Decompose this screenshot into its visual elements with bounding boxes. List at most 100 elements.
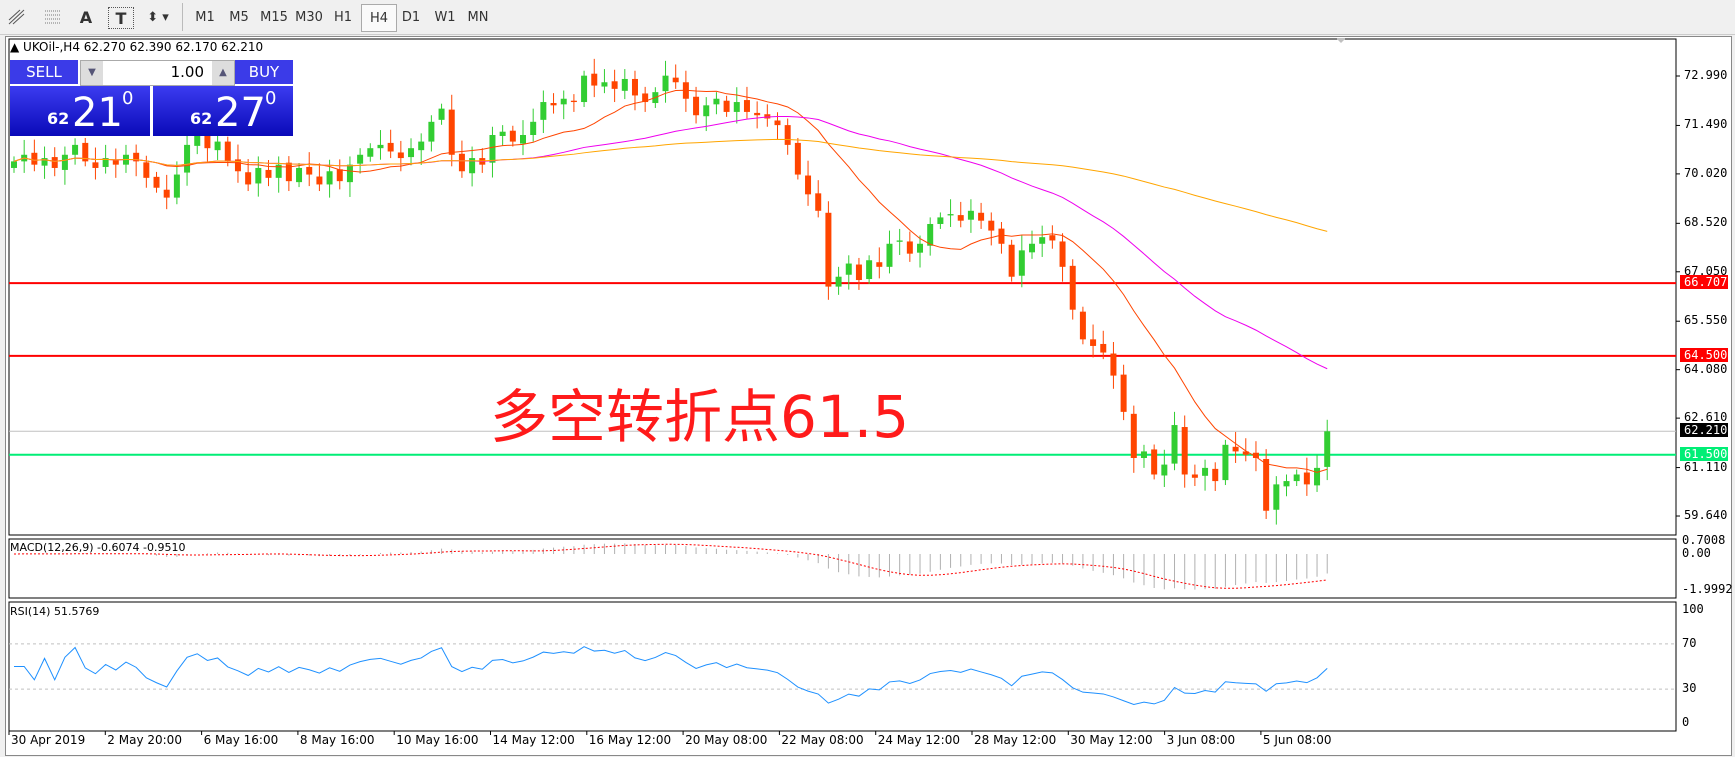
candle-body xyxy=(581,75,588,103)
rsi-tick-label: 30 xyxy=(1682,681,1697,696)
fibonacci-grid-icon[interactable] xyxy=(40,4,66,30)
buy-price-button[interactable]: 62 27 0 xyxy=(153,86,293,136)
candle-body xyxy=(591,73,598,86)
candle-body xyxy=(1130,413,1137,459)
chart-window[interactable] xyxy=(5,36,1732,756)
candle-body xyxy=(1252,452,1259,459)
text-icon[interactable]: A xyxy=(79,7,93,27)
candle-body xyxy=(489,134,496,163)
price-tick-label: 67.050 xyxy=(1684,263,1728,278)
date-label: 30 Apr 2019 xyxy=(11,733,86,747)
date-label: 30 May 12:00 xyxy=(1070,733,1153,747)
arrows-dropdown-icon[interactable]: ⬍ ▾ xyxy=(147,9,169,25)
candle-body xyxy=(448,109,455,155)
candle-body xyxy=(601,82,608,87)
price-tick-label: 59.640 xyxy=(1684,508,1728,523)
candle-body xyxy=(326,171,333,185)
candle-body xyxy=(967,210,974,220)
timeframe-m5[interactable]: M5 xyxy=(229,9,249,25)
candle-body xyxy=(1181,427,1188,475)
ma-mid-line xyxy=(13,115,1328,370)
candle-body xyxy=(1100,343,1107,353)
candle-body xyxy=(102,158,109,167)
timeframe-h1[interactable]: H1 xyxy=(333,9,353,25)
price-tick-label: 72.990 xyxy=(1684,68,1728,82)
timeframe-m30[interactable]: M30 xyxy=(295,9,323,25)
candle-body xyxy=(41,158,48,166)
candle-body xyxy=(1008,244,1015,277)
candle-body xyxy=(520,134,526,144)
candle-body xyxy=(245,172,252,185)
timeframe-m15[interactable]: M15 xyxy=(260,9,288,25)
candle-body xyxy=(133,152,140,162)
timeframe-m1[interactable]: M1 xyxy=(195,9,215,25)
candle-body xyxy=(1283,481,1290,487)
candle-body xyxy=(1273,484,1280,510)
rsi-frame xyxy=(8,601,1677,732)
candle-body xyxy=(621,78,628,91)
candle-body xyxy=(825,212,832,287)
candle-body xyxy=(957,215,964,221)
candle-body xyxy=(316,176,323,185)
candle-body xyxy=(855,264,862,281)
candle-body xyxy=(845,263,852,275)
date-label: 24 May 12:00 xyxy=(877,733,960,747)
ma-slow-line xyxy=(13,138,1328,232)
candle-body xyxy=(112,160,119,165)
candle-body xyxy=(367,148,374,157)
ma-fast-line xyxy=(13,89,1328,473)
candle-body xyxy=(346,164,353,183)
sell-button[interactable]: SELL xyxy=(10,60,78,84)
candle-body xyxy=(82,142,89,162)
date-label: 6 May 16:00 xyxy=(203,733,279,747)
macd-tick-label: 0.00 xyxy=(1682,546,1711,560)
candle-body xyxy=(733,102,740,112)
timeframe-w1[interactable]: W1 xyxy=(434,9,456,25)
candle-body xyxy=(1039,237,1046,244)
fibonacci-fan-icon[interactable] xyxy=(4,4,30,30)
candle-body xyxy=(570,100,577,103)
candle-body xyxy=(1232,446,1239,452)
lot-size-input[interactable]: ▼ 1.00 ▲ xyxy=(80,60,235,86)
candle-body xyxy=(611,81,618,89)
candle-body xyxy=(1242,451,1249,455)
lot-value[interactable]: 1.00 xyxy=(170,63,204,81)
candle-body xyxy=(896,240,903,242)
price-tick-label: 61.110 xyxy=(1684,459,1728,474)
candle-body xyxy=(184,144,191,173)
candle-body xyxy=(723,100,730,112)
candle-body xyxy=(509,130,516,142)
candle-body xyxy=(754,112,761,116)
candle-body xyxy=(876,262,883,267)
candle-body xyxy=(173,174,180,198)
candle-body xyxy=(866,260,873,280)
candle-body xyxy=(408,148,415,158)
one-click-trading-panel: SELL ▼ 1.00 ▲ BUY 62 21 0 62 27 0 xyxy=(10,60,293,136)
price-tick-label: 64.080 xyxy=(1684,361,1728,376)
timeframe-d1[interactable]: D1 xyxy=(401,9,421,25)
candle-body xyxy=(560,98,567,105)
candle-body xyxy=(703,105,710,117)
lot-decrease-button[interactable]: ▼ xyxy=(81,61,103,85)
candle-body xyxy=(194,134,201,146)
text-label-icon[interactable]: T xyxy=(108,7,134,29)
candle-body xyxy=(1079,311,1086,340)
candle-body xyxy=(1293,474,1300,482)
sell-price-button[interactable]: 62 21 0 xyxy=(10,86,150,136)
candle-body xyxy=(693,96,700,116)
timeframe-h4[interactable]: H4 xyxy=(361,4,397,32)
candle-body xyxy=(530,121,537,135)
candle-body xyxy=(1049,235,1056,241)
buy-price-fraction: 0 xyxy=(265,88,277,109)
candle-body xyxy=(265,169,272,178)
timeframe-mn[interactable]: MN xyxy=(467,9,489,25)
lot-increase-button[interactable]: ▲ xyxy=(212,61,234,85)
candle-body xyxy=(662,75,669,92)
buy-button[interactable]: BUY xyxy=(235,60,293,84)
candle-body xyxy=(469,158,476,174)
date-label: 28 May 12:00 xyxy=(974,733,1057,747)
candle-body xyxy=(387,142,394,152)
candle-body xyxy=(204,134,211,149)
candle-body xyxy=(51,157,58,168)
candle-body xyxy=(1110,353,1117,376)
